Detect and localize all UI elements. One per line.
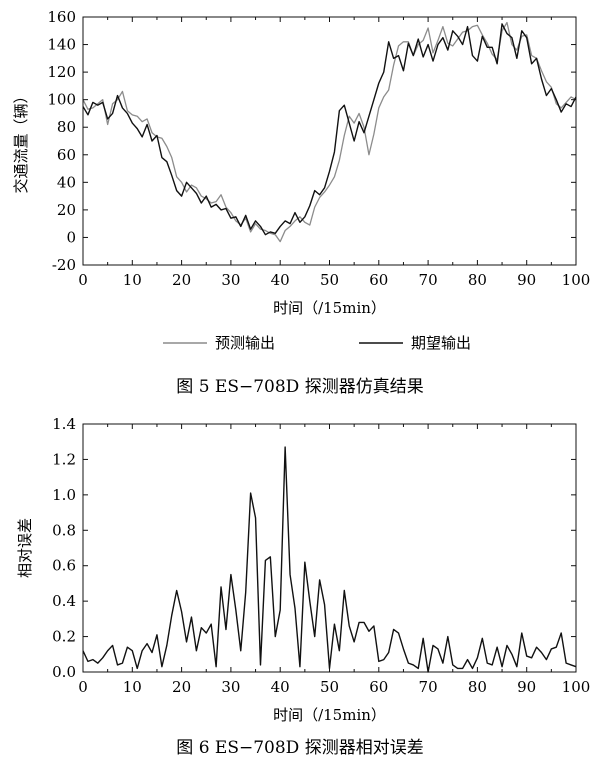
x-tick-label: 70 bbox=[419, 271, 438, 289]
x-tick-label: 60 bbox=[369, 678, 388, 696]
x-tick-label: 0 bbox=[78, 271, 88, 289]
x-tick-label: 40 bbox=[271, 678, 290, 696]
y-tick-label: 120 bbox=[47, 63, 76, 81]
y-axis-label: 相对误差 bbox=[16, 518, 34, 578]
series-line-1 bbox=[82, 21, 577, 243]
figure-caption: 图 6 ES−708D 探测器相对误差 bbox=[176, 738, 423, 758]
y-tick-label: 0.0 bbox=[52, 663, 76, 681]
legend-label-1: 预测输出 bbox=[215, 334, 275, 352]
y-tick-label: 1.0 bbox=[52, 486, 76, 504]
x-tick-label: 60 bbox=[369, 271, 388, 289]
y-tick-label: 20 bbox=[57, 201, 76, 219]
y-tick-label: 0.4 bbox=[52, 592, 76, 610]
legend: 预测输出 期望输出 bbox=[163, 334, 471, 352]
x-tick-label: 10 bbox=[123, 271, 142, 289]
x-tick-label: 10 bbox=[123, 678, 142, 696]
x-axis-label: 时间（/15min） bbox=[273, 299, 386, 317]
x-axis-label: 时间（/15min） bbox=[273, 706, 386, 724]
x-tick-label: 80 bbox=[468, 271, 487, 289]
chart-1: 0 10 20 30 40 50 60 70 80 90 100-20020406080100120… bbox=[12, 8, 590, 397]
y-tick-label: 0.8 bbox=[52, 521, 76, 539]
y-tick-label: 100 bbox=[47, 91, 76, 109]
x-tick-label: 40 bbox=[271, 271, 290, 289]
y-tick-label: 1.4 bbox=[52, 415, 76, 433]
chart-2: 0 10 20 30 40 50 60 70 80 90 100 0.0 0.2 0.4 0.6 0.8 1.0… bbox=[16, 415, 590, 758]
x-tick-label: 20 bbox=[172, 271, 191, 289]
x-tick-label: 20 bbox=[172, 678, 191, 696]
x-tick-label: 50 bbox=[320, 271, 339, 289]
y-tick-label: 160 bbox=[47, 8, 76, 26]
series-line-2 bbox=[82, 23, 577, 236]
series-line-1 bbox=[82, 446, 577, 673]
y-tick-label: 60 bbox=[57, 146, 76, 164]
x-tick-label: 30 bbox=[221, 271, 240, 289]
y-tick-label: 140 bbox=[47, 36, 76, 54]
x-tick-label: 90 bbox=[517, 271, 536, 289]
y-tick-label: 0 bbox=[66, 228, 76, 246]
x-tick-label: 30 bbox=[221, 678, 240, 696]
y-tick-label: 40 bbox=[57, 173, 76, 191]
x-tick-label: 50 bbox=[320, 678, 339, 696]
x-tick-label: 0 bbox=[78, 678, 88, 696]
x-tick-label: 100 bbox=[562, 271, 591, 289]
y-tick-label: 0.2 bbox=[52, 628, 76, 646]
x-tick-label: 100 bbox=[562, 678, 591, 696]
plot-frame bbox=[82, 16, 577, 266]
x-tick-label: 70 bbox=[419, 678, 438, 696]
y-axis-label: 交通流量（辆） bbox=[12, 88, 30, 193]
figure-caption: 图 5 ES−708D 探测器仿真结果 bbox=[176, 377, 423, 397]
legend-label-2: 期望输出 bbox=[411, 334, 471, 352]
y-tick-label: 80 bbox=[57, 118, 76, 136]
x-tick-label: 90 bbox=[517, 678, 536, 696]
y-tick-label: 0.6 bbox=[52, 557, 76, 575]
y-tick-label: -20 bbox=[52, 256, 76, 274]
x-tick-label: 80 bbox=[468, 678, 487, 696]
y-tick-label: 1.2 bbox=[52, 450, 76, 468]
